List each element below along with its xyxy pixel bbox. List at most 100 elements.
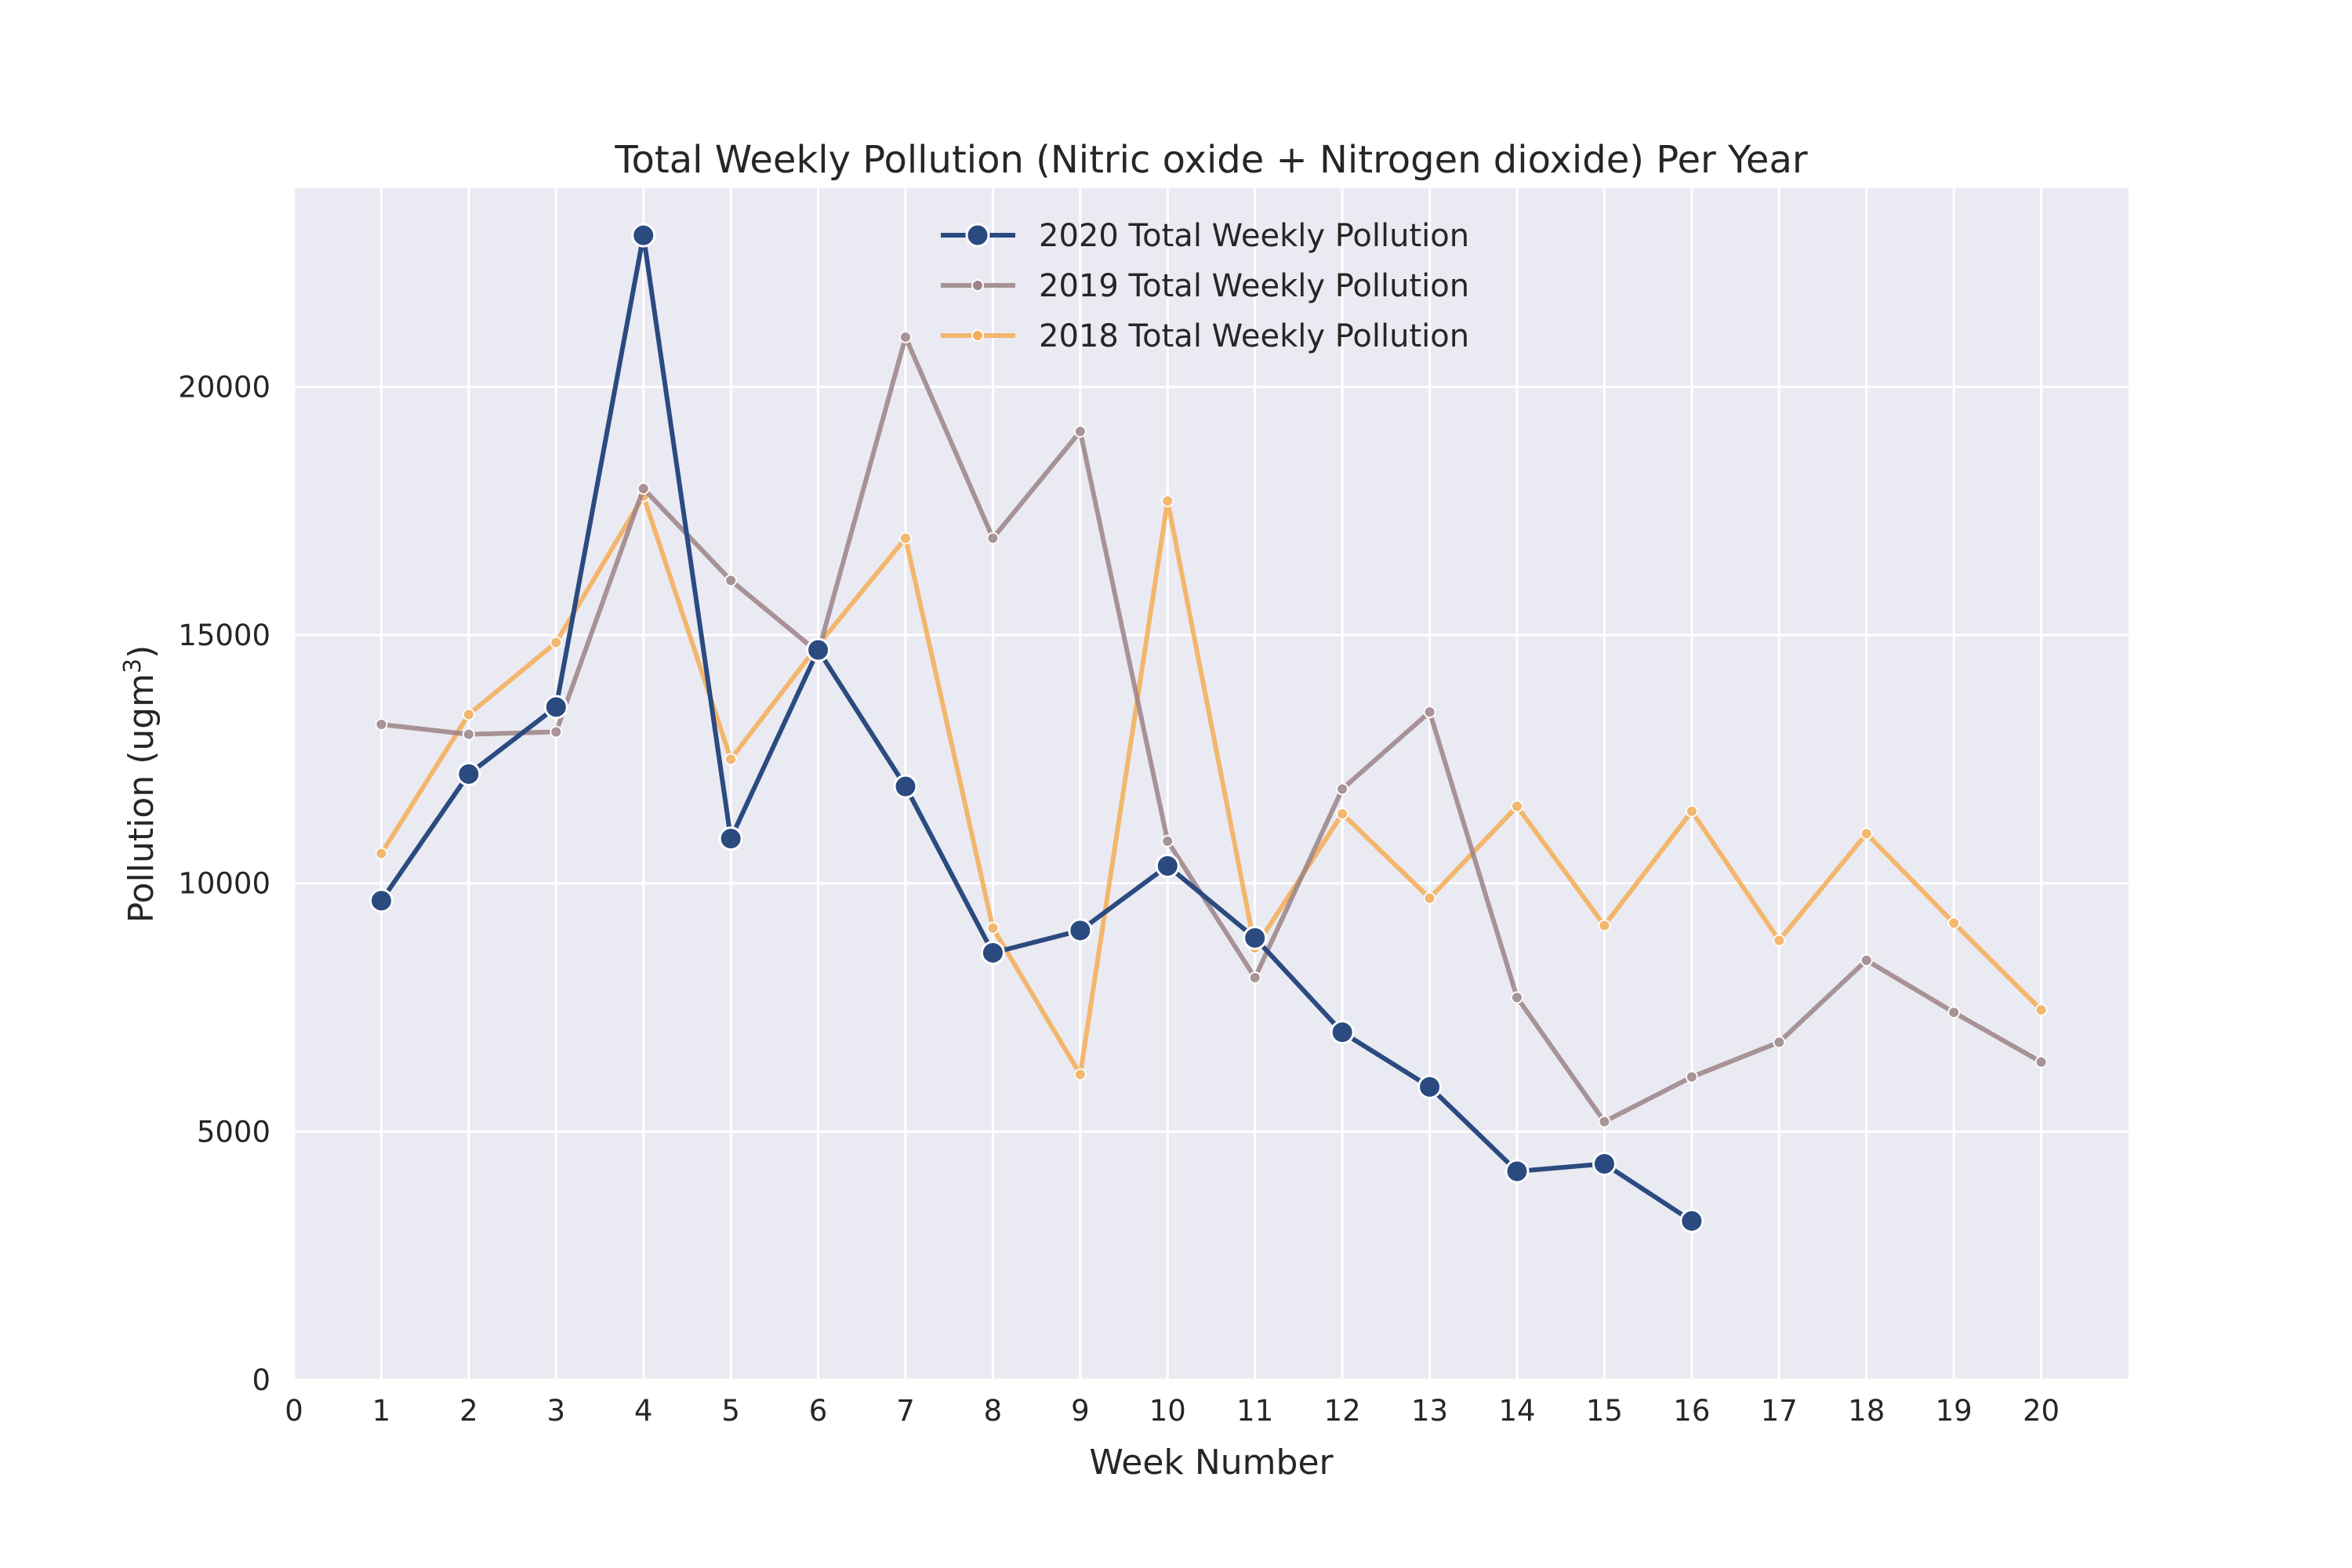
data-point — [1773, 1036, 1786, 1049]
chart-title: Total Weekly Pollution (Nitric oxide + N… — [614, 138, 1808, 182]
data-point — [1685, 1070, 1698, 1083]
x-tick-label: 6 — [809, 1394, 828, 1428]
y-axis-title-superscript: 3 — [119, 659, 147, 673]
legend: 2020 Total Weekly Pollution 2019 Total We… — [941, 218, 1469, 354]
data-point — [1336, 808, 1349, 820]
data-point — [550, 725, 563, 739]
y-tick-label: 20000 — [178, 370, 270, 404]
data-point — [375, 847, 388, 860]
x-tick-label: 18 — [1848, 1394, 1885, 1428]
y-tick-label: 10000 — [178, 867, 270, 901]
data-point — [1947, 916, 1961, 930]
x-tick-label: 15 — [1586, 1394, 1623, 1428]
x-tick-label: 11 — [1236, 1394, 1273, 1428]
data-point — [1511, 991, 1523, 1004]
data-point — [368, 888, 394, 913]
legend-label: 2020 Total Weekly Pollution — [1039, 218, 1469, 254]
data-point — [1161, 495, 1174, 507]
data-point — [637, 482, 650, 495]
y-axis-title-main: Pollution (ugm — [122, 673, 162, 923]
x-tick-label: 2 — [459, 1394, 478, 1428]
x-tick-label: 10 — [1149, 1394, 1186, 1428]
data-point — [986, 921, 1000, 935]
data-point — [1161, 834, 1174, 848]
data-point — [980, 940, 1005, 965]
data-point — [1504, 1159, 1530, 1184]
x-tick-label: 14 — [1498, 1394, 1535, 1428]
legend-marker-swatch — [971, 279, 984, 292]
data-point — [1685, 804, 1698, 818]
x-tick-label: 16 — [1673, 1394, 1710, 1428]
y-axis-title: Pollution (ugm3) — [119, 645, 162, 924]
data-point — [899, 532, 912, 545]
legend-entry: 2019 Total Weekly Pollution — [941, 268, 1469, 304]
data-point — [1068, 918, 1093, 943]
data-point — [462, 708, 475, 721]
data-point — [462, 728, 475, 741]
data-point — [2034, 1055, 2048, 1069]
x-tick-label: 7 — [896, 1394, 915, 1428]
x-tick-label: 8 — [984, 1394, 1003, 1428]
data-point — [1679, 1208, 1704, 1233]
data-point — [718, 826, 743, 851]
x-axis-title: Week Number — [1089, 1443, 1334, 1483]
data-point — [1336, 782, 1349, 796]
legend-marker-swatch — [971, 329, 984, 342]
y-tick-label: 15000 — [178, 619, 270, 652]
data-point — [1860, 827, 1873, 840]
data-point — [543, 695, 568, 720]
data-point — [1598, 919, 1611, 932]
data-point — [1155, 854, 1180, 878]
x-tick-label: 20 — [2023, 1394, 2060, 1428]
data-point — [1423, 891, 1436, 905]
data-point — [1423, 706, 1436, 719]
data-point — [2034, 1004, 2048, 1017]
data-point — [1773, 934, 1786, 947]
series-line — [379, 493, 2043, 1077]
series-line — [381, 335, 2043, 1124]
data-point — [1330, 1020, 1355, 1045]
legend-entry: 2018 Total Weekly Pollution — [941, 318, 1469, 354]
y-tick-label: 0 — [252, 1363, 270, 1397]
data-point — [550, 636, 563, 649]
data-point — [1243, 925, 1268, 950]
plot-area — [294, 188, 2129, 1380]
x-tick-label: 5 — [721, 1394, 740, 1428]
data-point — [1598, 1115, 1611, 1128]
data-point — [893, 774, 918, 799]
series-layer — [368, 223, 2048, 1233]
legend-entry: 2020 Total Weekly Pollution — [941, 218, 1469, 254]
tick-labels: 0 1 2 3 4 5 6 7 8 9 10 11 12 13 14 15 16 17 18 19 2005000100… — [178, 370, 2060, 1428]
x-tick-label: 9 — [1071, 1394, 1090, 1428]
series-group — [375, 331, 2048, 1128]
data-point — [899, 331, 912, 343]
data-point — [375, 718, 388, 731]
data-point — [724, 574, 738, 587]
y-tick-label: 5000 — [197, 1115, 270, 1149]
data-point — [1860, 953, 1873, 967]
legend-marker-swatch — [965, 223, 990, 248]
series-line — [379, 233, 1693, 1223]
legend-label: 2018 Total Weekly Pollution — [1039, 318, 1469, 354]
data-point — [806, 637, 831, 662]
x-tick-label: 13 — [1411, 1394, 1448, 1428]
x-tick-label: 19 — [1936, 1394, 1973, 1428]
data-point — [1073, 425, 1087, 438]
x-tick-label: 4 — [634, 1394, 653, 1428]
data-point — [456, 761, 481, 786]
data-point — [1511, 800, 1523, 813]
data-point — [1592, 1152, 1617, 1176]
data-point — [1073, 1068, 1087, 1081]
y-axis-title-suffix: ) — [122, 645, 162, 659]
x-tick-label: 17 — [1761, 1394, 1798, 1428]
data-point — [1947, 1006, 1961, 1019]
grid-lines — [292, 188, 2129, 1381]
x-tick-label: 3 — [547, 1394, 566, 1428]
x-tick-label: 0 — [285, 1394, 303, 1428]
x-tick-label: 12 — [1324, 1394, 1361, 1428]
data-point — [1417, 1074, 1443, 1099]
data-point — [986, 532, 1000, 545]
series-group — [368, 223, 1704, 1233]
data-point — [724, 753, 738, 766]
